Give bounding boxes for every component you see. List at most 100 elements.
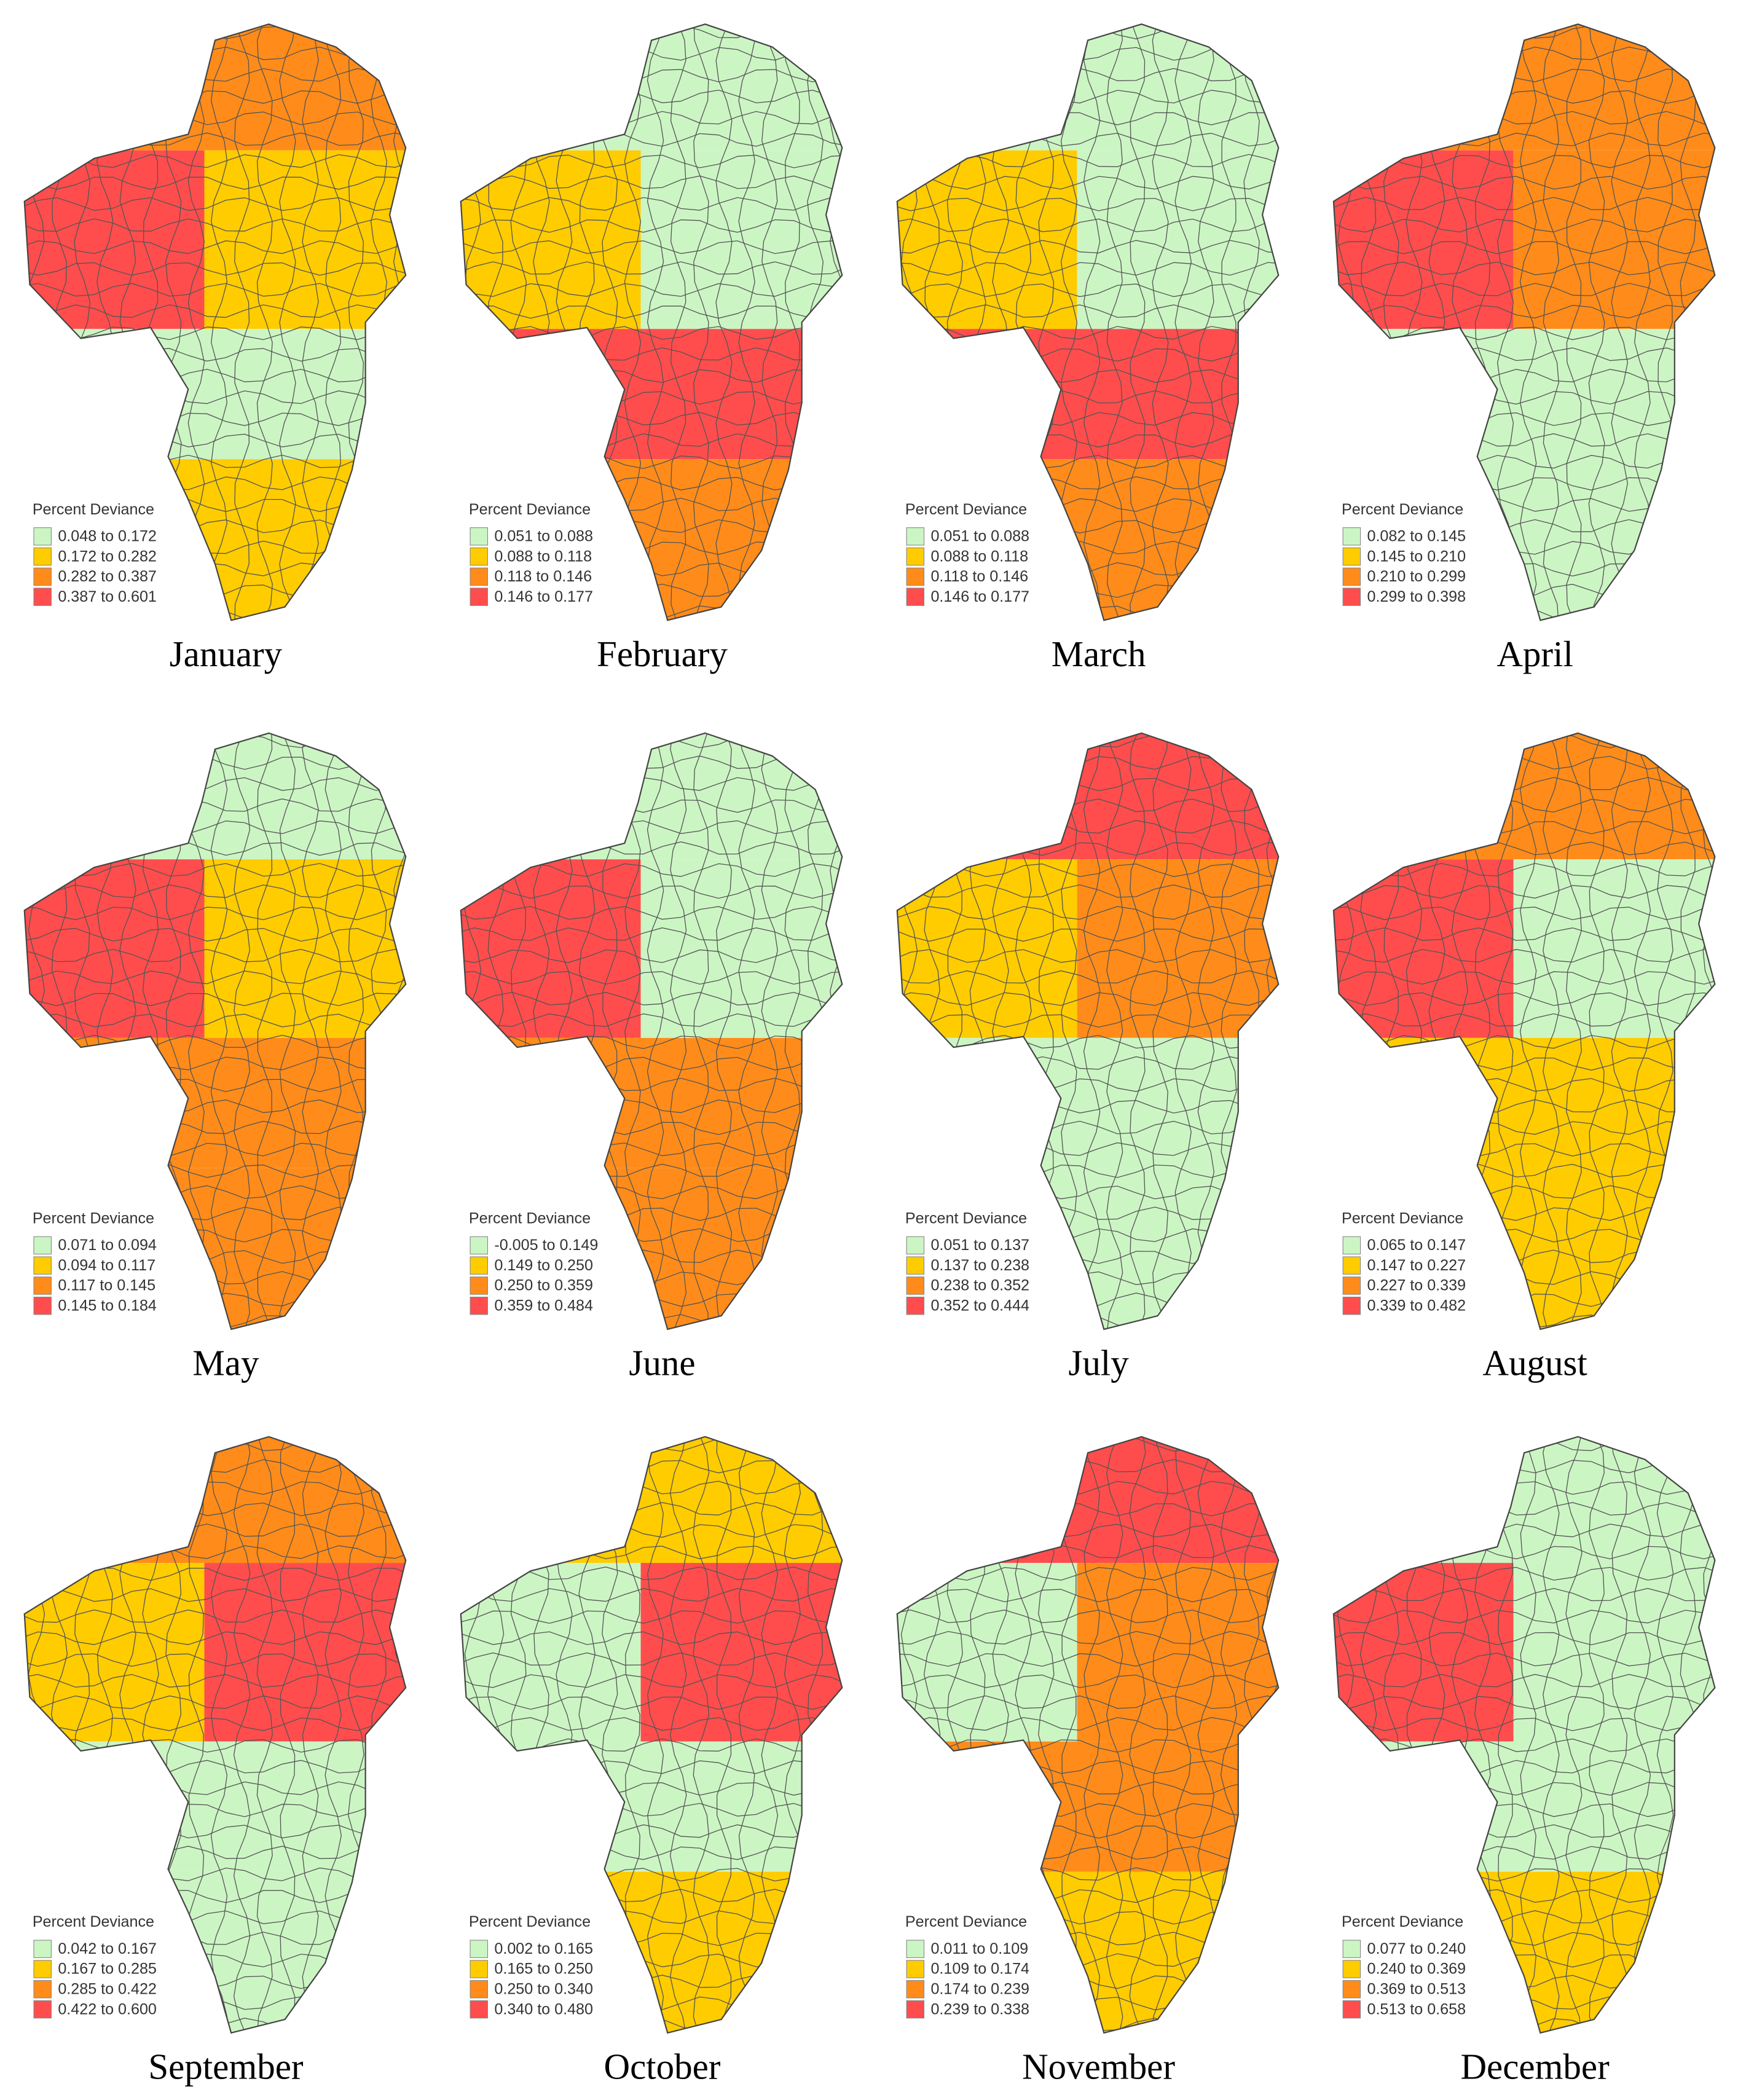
district-border: [1543, 24, 1560, 621]
legend-title: Percent Deviance: [905, 501, 1027, 518]
district-border: [460, 734, 843, 749]
legend-swatch: [906, 1276, 925, 1295]
district-border: [1315, 1412, 1330, 2037]
legend-swatch: [470, 1296, 489, 1315]
district-border: [6, 1412, 22, 2037]
district-border: [460, 1588, 843, 1602]
month-label: October: [604, 2046, 721, 2086]
legend-swatch: [1342, 1960, 1361, 1978]
district-border: [1130, 24, 1146, 621]
legend-label: 0.137 to 0.238: [930, 1257, 1029, 1274]
district-border: [24, 1013, 406, 1028]
region: [1513, 1563, 1715, 1742]
district-border: [460, 1610, 843, 1624]
legend-label: 0.065 to 0.147: [1367, 1237, 1466, 1254]
district-border: [393, 24, 406, 621]
region: [1333, 1871, 1715, 2033]
district-border: [1333, 1314, 1715, 1329]
legend-label: 0.117 to 0.145: [58, 1277, 155, 1294]
district-border: [1333, 218, 1715, 233]
district-border: [1588, 24, 1605, 621]
district-border: [879, 1412, 894, 2037]
map-panel: Percent Deviance 0.071 to 0.094 0.094 to 0…: [23, 732, 407, 1383]
district-border: [1519, 24, 1537, 621]
map-panel: Percent Deviance 0.002 to 0.165 0.165 to 0…: [460, 1436, 843, 2086]
legend-swatch: [1342, 1296, 1361, 1315]
district-border: [1566, 24, 1582, 621]
district-border: [1315, 709, 1331, 1334]
map-outline: [23, 732, 407, 1331]
district-border: [442, 709, 458, 1334]
district-border: [897, 176, 1279, 190]
district-border: [24, 304, 406, 318]
district-border: [897, 1014, 1279, 1028]
district-border: [897, 1610, 1279, 1624]
district-border: [1152, 24, 1169, 621]
legend-swatch: [33, 1276, 52, 1295]
district-border: [302, 733, 319, 1329]
legend-swatch: [906, 1940, 925, 1958]
district-border: [1333, 735, 1715, 749]
district-border: [24, 1717, 406, 1731]
district-border: [897, 240, 1279, 254]
district-border: [1333, 241, 1715, 254]
legend-label: 0.250 to 0.340: [494, 1980, 593, 1997]
legend-swatch: [470, 1236, 489, 1255]
legend-label: 0.051 to 0.088: [494, 528, 593, 545]
legend-label: 0.369 to 0.513: [1367, 1980, 1466, 1997]
map-panel: Percent Deviance 0.082 to 0.145 0.145 to 0…: [1332, 23, 1716, 674]
legend-title: Percent Deviance: [905, 1913, 1027, 1930]
map-outline: [23, 23, 407, 621]
district-border: [460, 219, 843, 233]
district-border: [325, 24, 342, 621]
region: [640, 150, 843, 329]
map-outline: [1332, 732, 1716, 1331]
district-border: [873, 1417, 1306, 1429]
legend-label: 0.077 to 0.240: [1367, 1940, 1466, 1957]
legend-title: Percent Deviance: [1342, 1913, 1463, 1930]
district-border: [460, 1674, 843, 1688]
district-border: [897, 992, 1279, 1006]
map-outline: [896, 1436, 1280, 2034]
district-border: [460, 1696, 843, 1710]
district-border: [897, 970, 1279, 984]
legend-label: 0.109 to 0.174: [930, 1960, 1029, 1978]
legend-label: 0.239 to 0.338: [930, 2000, 1029, 2018]
legend-label: 0.145 to 0.210: [1367, 548, 1466, 565]
district-border: [897, 1653, 1279, 1667]
district-border: [460, 2018, 843, 2032]
district-border: [829, 24, 843, 621]
region: [460, 1037, 843, 1168]
legend-label: 0.147 to 0.227: [1367, 1257, 1466, 1274]
district-border: [1589, 1436, 1605, 2033]
district-border: [24, 1588, 406, 1602]
district-border: [302, 1436, 319, 2033]
district-border: [1333, 2018, 1715, 2032]
district-border: [24, 1315, 406, 1329]
district-border: [1333, 605, 1715, 619]
legend-label: 0.002 to 0.165: [494, 1940, 593, 1957]
legend-label: 0.359 to 0.484: [494, 1297, 593, 1314]
region: [24, 459, 406, 621]
district-border: [1333, 1673, 1715, 1688]
district-border: [853, 709, 869, 1334]
region: [897, 859, 1077, 1038]
map-outline: [460, 732, 843, 1331]
district-border: [1333, 283, 1715, 297]
district-border: [1611, 1436, 1628, 2033]
district-border: [1289, 0, 1305, 624]
legend-title: Percent Deviance: [1342, 1209, 1463, 1227]
legend-label: 0.513 to 0.658: [1367, 2000, 1466, 2018]
legend-swatch: [33, 1236, 52, 1255]
map-outline: [896, 23, 1280, 621]
month-label: November: [1022, 2046, 1175, 2086]
legend-label: 0.051 to 0.088: [930, 528, 1029, 545]
district-border: [1333, 1738, 1715, 1752]
legend-label: 0.094 to 0.117: [58, 1257, 155, 1274]
district-border: [460, 949, 843, 964]
district-border: [24, 605, 406, 619]
map-outline: [1332, 1436, 1716, 2034]
district-border: [830, 1436, 843, 2033]
district-border: [1702, 24, 1715, 621]
